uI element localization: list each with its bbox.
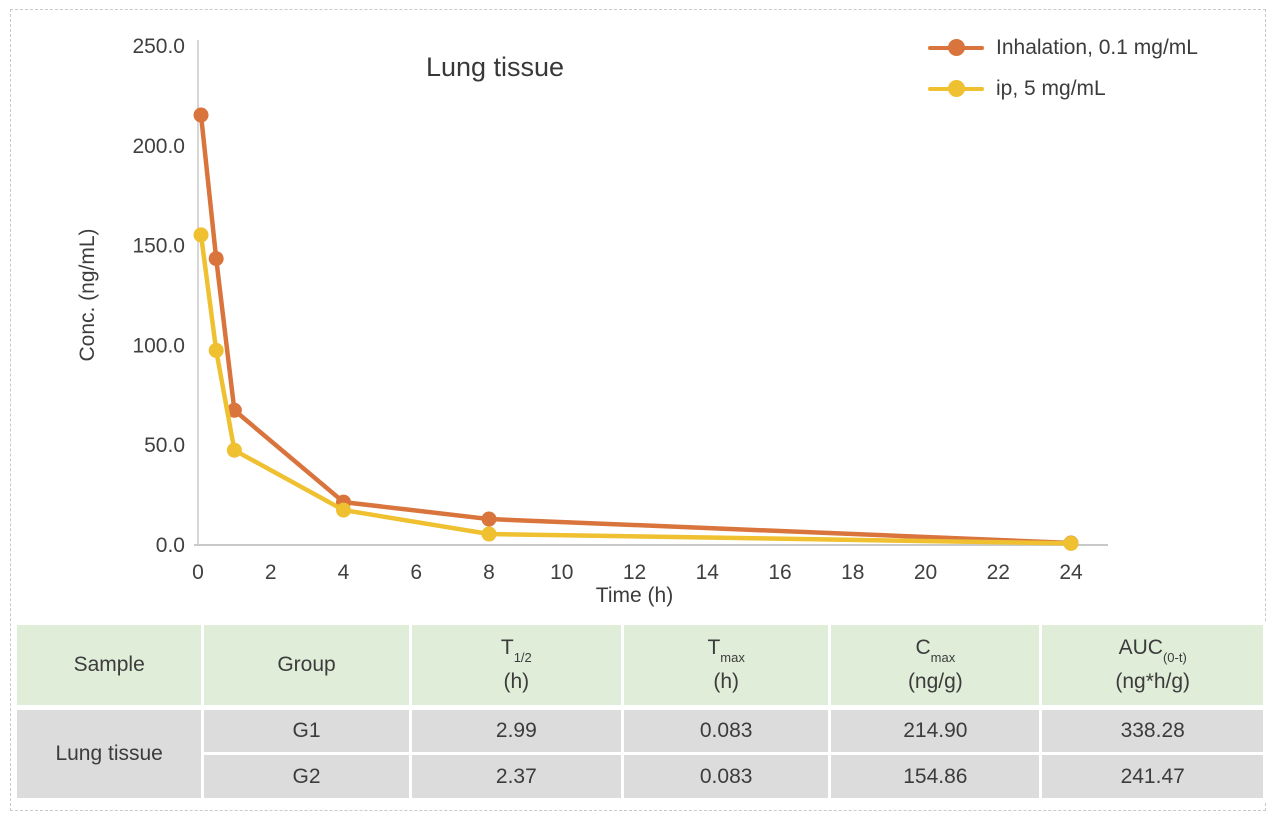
data-point-marker xyxy=(481,511,497,527)
header-t-max: Tmax (h) xyxy=(620,622,832,710)
header-group: Group xyxy=(201,622,412,710)
header-c-max: Cmax (ng/g) xyxy=(828,622,1043,710)
y-tick-label: 150.0 xyxy=(132,235,185,258)
table-row: Lung tissue G1 2.99 0.083 214.90 338.28 xyxy=(13,706,1266,801)
data-point-marker xyxy=(193,227,209,243)
y-tick-label: 250.0 xyxy=(132,35,185,58)
header-t-half: T1/2 (h) xyxy=(408,622,625,710)
x-tick-label: 0 xyxy=(192,561,204,584)
table-row: G2 2.37 0.083 154.86 241.47 xyxy=(16,752,1266,801)
legend-item-inhalation: Inhalation, 0.1 mg/mL xyxy=(928,34,1198,61)
y-tick-label: 200.0 xyxy=(132,135,185,158)
cell-group: G2 xyxy=(201,752,412,801)
pk-parameters-table: Sample Group T1/2 (h) Tmax (h) Cmax (ng/… xyxy=(13,622,1266,801)
x-tick-label: 20 xyxy=(914,561,937,584)
chart-title: Lung tissue xyxy=(425,52,565,82)
header-auc: AUC(0-t) (ng*h/g) xyxy=(1039,622,1266,710)
header-sample: Sample xyxy=(13,622,205,710)
x-tick-label: 4 xyxy=(338,561,350,584)
cell-t-max: 0.083 xyxy=(620,706,832,755)
series-line-1 xyxy=(198,112,1074,546)
data-point-marker xyxy=(481,526,497,542)
data-point-marker xyxy=(1063,535,1079,551)
data-point-marker xyxy=(226,402,242,418)
cell-auc: 338.28 xyxy=(1039,706,1266,755)
x-tick-label: 18 xyxy=(841,561,864,584)
cell-sample: Lung tissue xyxy=(13,706,205,801)
cell-t-half: 2.37 xyxy=(408,752,625,801)
x-tick-label: 14 xyxy=(696,561,720,584)
cell-c-max: 154.86 xyxy=(828,752,1043,801)
cell-auc: 241.47 xyxy=(1039,752,1266,801)
legend-label-ip: ip, 5 mg/mL xyxy=(996,76,1106,100)
cell-group: G1 xyxy=(201,706,412,755)
concentration-time-chart: 0.0 50.0 100.0 150.0 200.0 250.0 0 2 4 6 8 10 12 14 16… xyxy=(76,34,1198,607)
x-tick-label: 24 xyxy=(1059,561,1083,584)
legend-item-ip: ip, 5 mg/mL xyxy=(928,75,1198,102)
series-line-2 xyxy=(198,232,1074,546)
cell-t-max: 0.083 xyxy=(620,752,832,801)
chart-legend: Inhalation, 0.1 mg/mL ip, 5 mg/mL xyxy=(928,34,1198,102)
y-tick-label: 50.0 xyxy=(144,434,185,457)
x-tick-label: 16 xyxy=(768,561,791,584)
x-tick-label: 6 xyxy=(410,561,422,584)
table-header-row: Sample Group T1/2 (h) Tmax (h) Cmax (ng/… xyxy=(13,622,1266,710)
y-tick-label: 0.0 xyxy=(156,534,185,557)
data-point-marker xyxy=(226,442,242,458)
data-point-marker xyxy=(336,502,351,518)
y-axis-title: Conc. (ng/mL) xyxy=(76,228,99,362)
x-tick-label: 12 xyxy=(623,561,646,584)
data-point-marker xyxy=(208,342,224,358)
legend-marker-ip-icon xyxy=(928,80,984,97)
x-axis-title: Time (h) xyxy=(595,584,674,607)
y-tick-label: 100.0 xyxy=(132,334,185,357)
x-tick-label: 10 xyxy=(550,561,573,584)
x-tick-label: 2 xyxy=(265,561,277,584)
cell-t-half: 2.99 xyxy=(408,706,625,755)
x-tick-label: 8 xyxy=(483,561,495,584)
legend-label-inhalation: Inhalation, 0.1 mg/mL xyxy=(996,35,1198,59)
data-point-marker xyxy=(208,251,224,267)
legend-marker-inhalation-icon xyxy=(928,39,984,56)
cell-c-max: 214.90 xyxy=(828,706,1043,755)
x-tick-label: 22 xyxy=(987,561,1010,584)
data-point-marker xyxy=(193,107,209,123)
